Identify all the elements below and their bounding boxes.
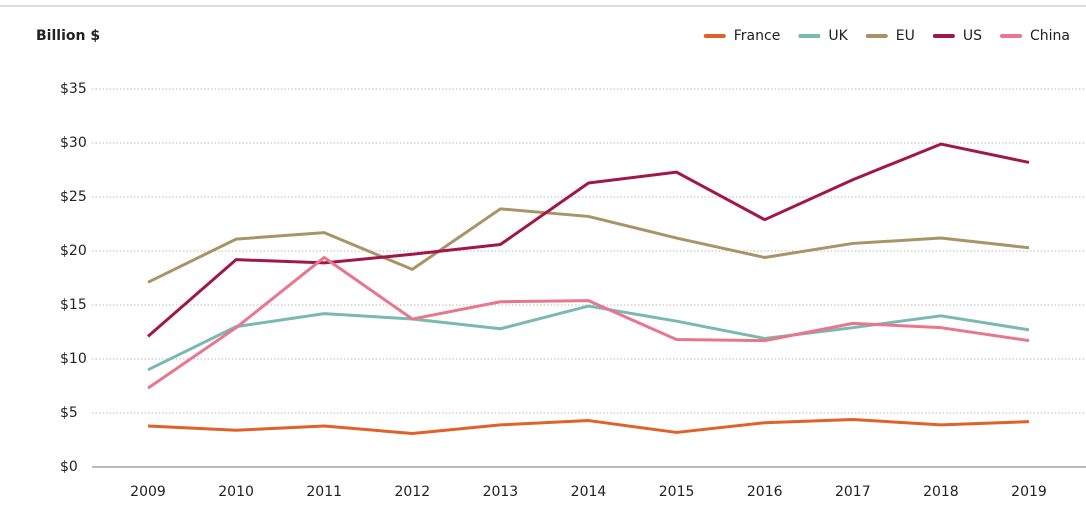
legend-label: France (734, 28, 781, 44)
legend-label: China (1030, 28, 1070, 44)
x-tick-label: 2010 (218, 484, 254, 500)
y-tick-label: $5 (60, 405, 78, 421)
y-tick-label: $10 (60, 351, 87, 367)
series-line (147, 255, 1030, 390)
y-tick-label: $35 (60, 81, 87, 97)
x-tick-label: 2011 (306, 484, 342, 500)
x-tick-label: 2013 (483, 484, 519, 500)
y-tick-label: $20 (60, 243, 87, 259)
x-tick-label: 2009 (130, 484, 166, 500)
x-tick-label: 2015 (659, 484, 695, 500)
x-tick-label: 2017 (835, 484, 871, 500)
legend-label: US (963, 28, 982, 44)
y-tick-label: $30 (60, 135, 87, 151)
legend-label: EU (896, 28, 915, 44)
y-tick-label: $15 (60, 297, 87, 313)
x-tick-label: 2014 (571, 484, 607, 500)
series-line (147, 142, 1030, 338)
legend-label: UK (828, 28, 848, 44)
y-tick-label: $0 (60, 459, 78, 475)
x-tick-label: 2012 (394, 484, 430, 500)
series-line (147, 304, 1030, 372)
y-tick-label: $25 (60, 189, 87, 205)
y-axis-label: Billion $ (36, 28, 100, 44)
x-tick-label: 2018 (923, 484, 959, 500)
series-line (147, 207, 1030, 284)
series-line (147, 417, 1030, 436)
x-tick-label: 2016 (747, 484, 783, 500)
x-tick-label: 2019 (1011, 484, 1047, 500)
